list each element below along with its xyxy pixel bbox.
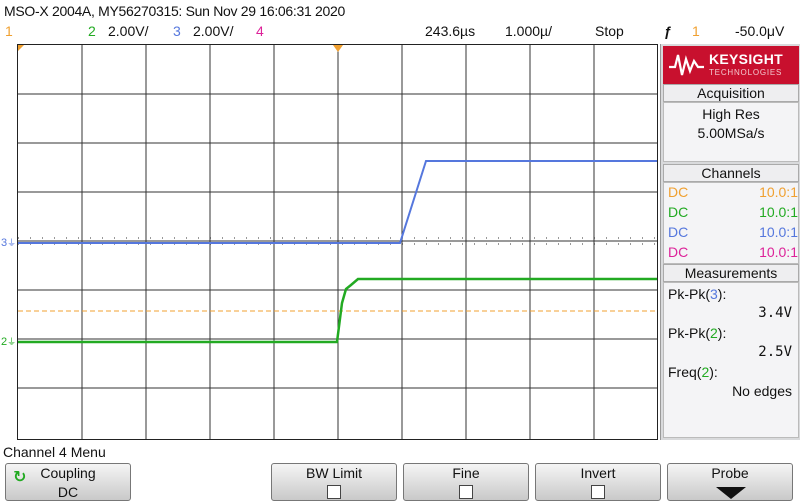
ch2-coupling: DC <box>668 204 689 220</box>
channels-heading[interactable]: Channels <box>663 164 799 182</box>
ch1-coupling: DC <box>668 184 689 200</box>
sample-rate: 5.00MSa/s <box>697 125 765 141</box>
ch1-probe-ratio: 10.0:1 <box>759 184 798 200</box>
fine-button[interactable]: Fine <box>403 463 529 501</box>
invert-checkbox <box>591 485 605 499</box>
measurement-label: Pk-Pk(3): <box>668 286 727 302</box>
trigger-position-marker <box>333 45 343 52</box>
probe-button[interactable]: Probe <box>667 463 793 501</box>
ch3-probe-ratio: 10.0:1 <box>759 224 798 240</box>
probe-label: Probe <box>711 465 749 481</box>
ch4-probe-ratio: 10.0:1 <box>759 244 798 260</box>
ch3-ground-marker[interactable]: 3⏚ <box>1 237 17 249</box>
channel-row: DC 10.0:1 <box>666 243 800 263</box>
ch2-number[interactable]: 2 <box>88 23 96 39</box>
time-offset[interactable]: 243.6µs <box>425 23 476 39</box>
acquisition-panel: High Res 5.00MSa/s <box>663 102 799 162</box>
ch1-number[interactable]: 1 <box>5 23 13 39</box>
submenu-arrow-icon <box>716 487 746 499</box>
coupling-button[interactable]: ↻ Coupling DC <box>5 463 131 501</box>
rotate-knob-icon: ↻ <box>13 469 27 486</box>
ch2-ground-marker[interactable]: 2⏚ <box>1 336 17 348</box>
keysight-logo: KEYSIGHT TECHNOLOGIES <box>663 46 799 84</box>
ch3-scale[interactable]: 2.00V/ <box>193 23 234 39</box>
instrument-title: MSO-X 2004A, MY56270315: Sun Nov 29 16:0… <box>4 3 345 19</box>
invert-label: Invert <box>580 465 616 481</box>
graticule <box>18 45 657 439</box>
ch2-scale[interactable]: 2.00V/ <box>108 23 149 39</box>
time-scale[interactable]: 1.000µ/ <box>505 23 552 39</box>
run-state[interactable]: Stop <box>595 23 624 39</box>
title-bar: MSO-X 2004A, MY56270315: Sun Nov 29 16:0… <box>0 0 800 22</box>
invert-button[interactable]: Invert <box>535 463 661 501</box>
side-panel: KEYSIGHT TECHNOLOGIES Acquisition High R… <box>660 44 800 440</box>
coupling-value: DC <box>57 484 79 500</box>
time-reference-marker <box>18 45 24 51</box>
ch2-probe-ratio: 10.0:1 <box>759 204 798 220</box>
bw-limit-checkbox <box>327 485 341 499</box>
ch3-trace <box>18 160 657 244</box>
measurements-heading[interactable]: Measurements <box>663 264 799 282</box>
measurement-value: No edges <box>732 383 792 399</box>
measurement-value: 3.4V <box>758 305 792 321</box>
ch3-coupling: DC <box>668 224 689 240</box>
trigger-level[interactable]: -50.0μV <box>735 23 785 39</box>
ch4-number[interactable]: 4 <box>256 23 264 39</box>
trigger-source[interactable]: 1 <box>692 23 700 39</box>
channel-row: DC 10.0:1 <box>666 223 800 243</box>
fine-label: Fine <box>452 465 480 481</box>
acquisition-mode: High Res <box>702 106 760 122</box>
fine-checkbox <box>459 485 473 499</box>
acquisition-heading[interactable]: Acquisition <box>663 84 799 102</box>
measurement-label: Freq(2): <box>668 364 718 380</box>
status-bar: 1 2 2.00V/ 3 2.00V/ 4 243.6µs 1.000µ/ St… <box>0 22 800 42</box>
channel-row: DC 10.0:1 <box>666 183 800 203</box>
menu-title: Channel 4 Menu <box>3 444 106 460</box>
bw-limit-label: BW Limit <box>306 465 362 481</box>
keysight-wave-icon <box>669 54 704 76</box>
measurements-panel: Pk-Pk(3): 3.4V Pk-Pk(2): 2.5V Freq(2): N… <box>663 282 799 438</box>
measurement-value: 2.5V <box>758 344 792 360</box>
bw-limit-button[interactable]: BW Limit <box>271 463 397 501</box>
waveform-display[interactable] <box>17 44 658 440</box>
ch4-coupling: DC <box>668 244 689 260</box>
measurement-label: Pk-Pk(2): <box>668 325 727 341</box>
channel-row: DC 10.0:1 <box>666 203 800 223</box>
trigger-edge-icon: ƒ <box>664 23 672 39</box>
channels-panel: DC 10.0:1 DC 10.0:1 DC 10.0:1 DC 10.0:1 <box>663 182 799 264</box>
ch2-trace <box>18 277 657 344</box>
coupling-label: Coupling <box>40 465 96 481</box>
ch3-number[interactable]: 3 <box>173 23 181 39</box>
brand-sub: TECHNOLOGIES <box>709 68 783 77</box>
brand-name: KEYSIGHT <box>709 51 783 67</box>
